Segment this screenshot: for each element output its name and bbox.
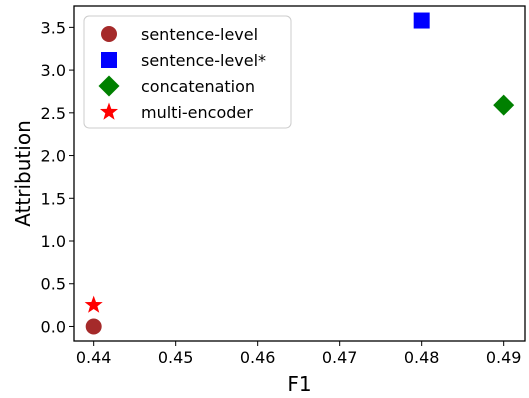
y-tick-label: 3.5 — [41, 18, 66, 37]
y-tick-label: 3.0 — [41, 61, 66, 80]
legend-frame — [83, 15, 292, 129]
legend-label: concatenation — [141, 77, 255, 96]
y-tick-label: 2.0 — [41, 147, 66, 166]
data-point-circle — [85, 318, 102, 335]
x-tick-label: 0.49 — [486, 348, 522, 367]
data-point-diamond — [493, 94, 515, 116]
plot-area-frame — [73, 5, 526, 342]
data-point-star — [84, 295, 103, 313]
y-tick-label: 1.5 — [41, 189, 66, 208]
x-tick-label: 0.48 — [404, 348, 440, 367]
x-tick-label: 0.46 — [240, 348, 276, 367]
legend-label: sentence-level* — [141, 51, 266, 70]
legend: sentence-level sentence-level* concatenati… — [83, 15, 292, 129]
x-tick-label: 0.44 — [76, 348, 112, 367]
legend-label: multi-encoder — [141, 103, 253, 122]
x-tick-label: 0.47 — [322, 348, 358, 367]
tick-layer: 0.44 0.45 0.46 0.47 0.48 0.49 0.0 0.5 1.0 1.5 2.0 2… — [41, 18, 522, 367]
y-axis-title: Attribution — [11, 120, 35, 226]
legend-marker-diamond — [98, 75, 120, 97]
data-point-square — [413, 12, 430, 29]
y-tick-label: 1.0 — [41, 232, 66, 251]
y-tick-label: 0.0 — [41, 317, 66, 336]
x-axis-title: F1 — [287, 372, 311, 394]
legend-marker-square — [101, 52, 117, 68]
data-point-layer — [84, 12, 515, 335]
legend-marker-star — [99, 102, 119, 120]
legend-marker-circle — [101, 26, 117, 42]
x-tick-label: 0.45 — [158, 348, 194, 367]
legend-label: sentence-level — [141, 25, 258, 44]
y-tick-label: 2.5 — [41, 104, 66, 123]
y-tick-label: 0.5 — [41, 275, 66, 294]
